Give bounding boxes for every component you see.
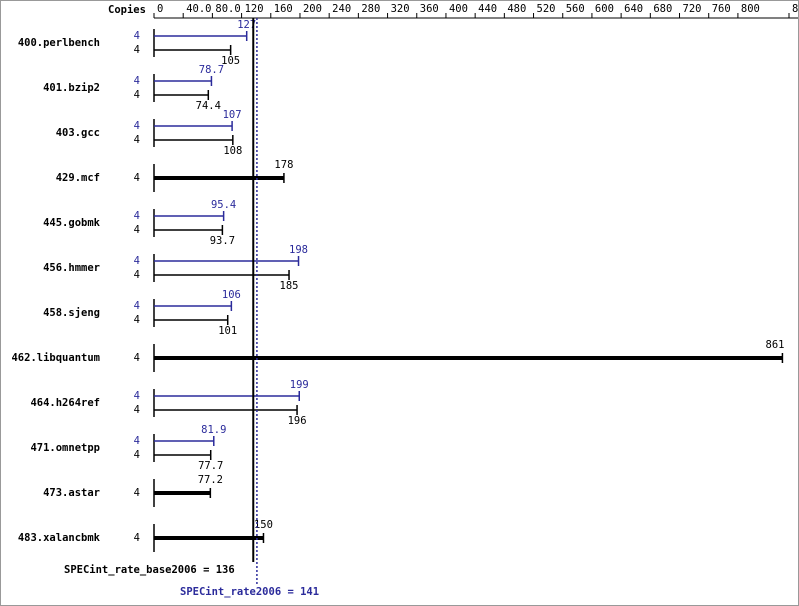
x-tick-label: 480 <box>507 3 526 15</box>
x-tick-label: 720 <box>683 3 702 15</box>
value-label: 77.7 <box>198 460 223 472</box>
category-label: 462.libquantum <box>11 352 100 364</box>
x-tick-label: 760 <box>712 3 731 15</box>
copies-label: 4 <box>134 487 140 499</box>
copies-label: 4 <box>134 30 140 42</box>
x-tick-label: 280 <box>361 3 380 15</box>
value-label: 78.7 <box>199 64 224 76</box>
x-tick-label: 120 <box>245 3 264 15</box>
x-tick-label: 600 <box>595 3 614 15</box>
x-tick-label: 440 <box>478 3 497 15</box>
value-label: 81.9 <box>201 424 226 436</box>
copies-label: 4 <box>134 172 140 184</box>
x-tick-label: 680 <box>653 3 672 15</box>
x-tick-label: 160 <box>274 3 293 15</box>
x-tick-label: 640 <box>624 3 643 15</box>
value-label: 101 <box>218 325 237 337</box>
copies-label: 4 <box>134 269 140 281</box>
copies-label: 4 <box>134 404 140 416</box>
category-label: 429.mcf <box>56 172 100 184</box>
value-label: 105 <box>221 55 240 67</box>
value-label: 127 <box>237 19 256 31</box>
category-label: 403.gcc <box>56 127 100 139</box>
copies-label: 4 <box>134 255 140 267</box>
category-label: 401.bzip2 <box>43 82 100 94</box>
value-label: 95.4 <box>211 199 236 211</box>
copies-label: 4 <box>134 435 140 447</box>
copies-label: 4 <box>134 120 140 132</box>
copies-label: 4 <box>134 224 140 236</box>
value-label: 108 <box>223 145 242 157</box>
value-label: 198 <box>289 244 308 256</box>
x-tick-label: 80.0 <box>215 3 240 15</box>
category-label: 445.gobmk <box>43 217 101 229</box>
value-label: 106 <box>222 289 241 301</box>
value-label: 178 <box>274 159 293 171</box>
value-label: 74.4 <box>196 100 221 112</box>
x-tick-label: 400 <box>449 3 468 15</box>
value-label: 861 <box>766 339 785 351</box>
copies-label: 4 <box>134 75 140 87</box>
copies-label: 4 <box>134 210 140 222</box>
x-tick-label: 360 <box>420 3 439 15</box>
category-label: 471.omnetpp <box>30 442 100 454</box>
reference-label: SPECint_rate_base2006 = 136 <box>64 564 235 576</box>
value-label: 107 <box>223 109 242 121</box>
x-tick-label: 200 <box>303 3 322 15</box>
copies-label: 4 <box>134 134 140 146</box>
value-label: 93.7 <box>210 235 235 247</box>
copies-label: 4 <box>134 449 140 461</box>
copies-label: 4 <box>134 314 140 326</box>
value-label: 199 <box>290 379 309 391</box>
value-label: 185 <box>280 280 299 292</box>
copies-label: 4 <box>134 352 140 364</box>
axis-label: Copies <box>108 4 146 16</box>
x-tick-label: 240 <box>332 3 351 15</box>
value-label: 77.2 <box>198 474 223 486</box>
x-tick-label: 560 <box>566 3 585 15</box>
value-label: 196 <box>288 415 307 427</box>
category-label: 473.astar <box>43 487 100 499</box>
x-tick-label: 40.0 <box>186 3 211 15</box>
copies-label: 4 <box>134 390 140 402</box>
x-tick-label: 320 <box>391 3 410 15</box>
x-tick-label: 0 <box>157 3 163 15</box>
copies-label: 4 <box>134 300 140 312</box>
category-label: 464.h264ref <box>30 397 100 409</box>
x-tick-label: 520 <box>537 3 556 15</box>
category-label: 456.hmmer <box>43 262 100 274</box>
copies-label: 4 <box>134 89 140 101</box>
copies-label: 4 <box>134 532 140 544</box>
x-tick-label: 870 <box>792 3 799 15</box>
category-label: 400.perlbench <box>18 37 100 49</box>
value-label: 150 <box>254 519 273 531</box>
copies-label: 4 <box>134 44 140 56</box>
x-tick-label: 800 <box>741 3 760 15</box>
reference-label: SPECint_rate2006 = 141 <box>180 586 319 598</box>
category-label: 483.xalancbmk <box>18 532 101 544</box>
category-label: 458.sjeng <box>43 307 100 319</box>
